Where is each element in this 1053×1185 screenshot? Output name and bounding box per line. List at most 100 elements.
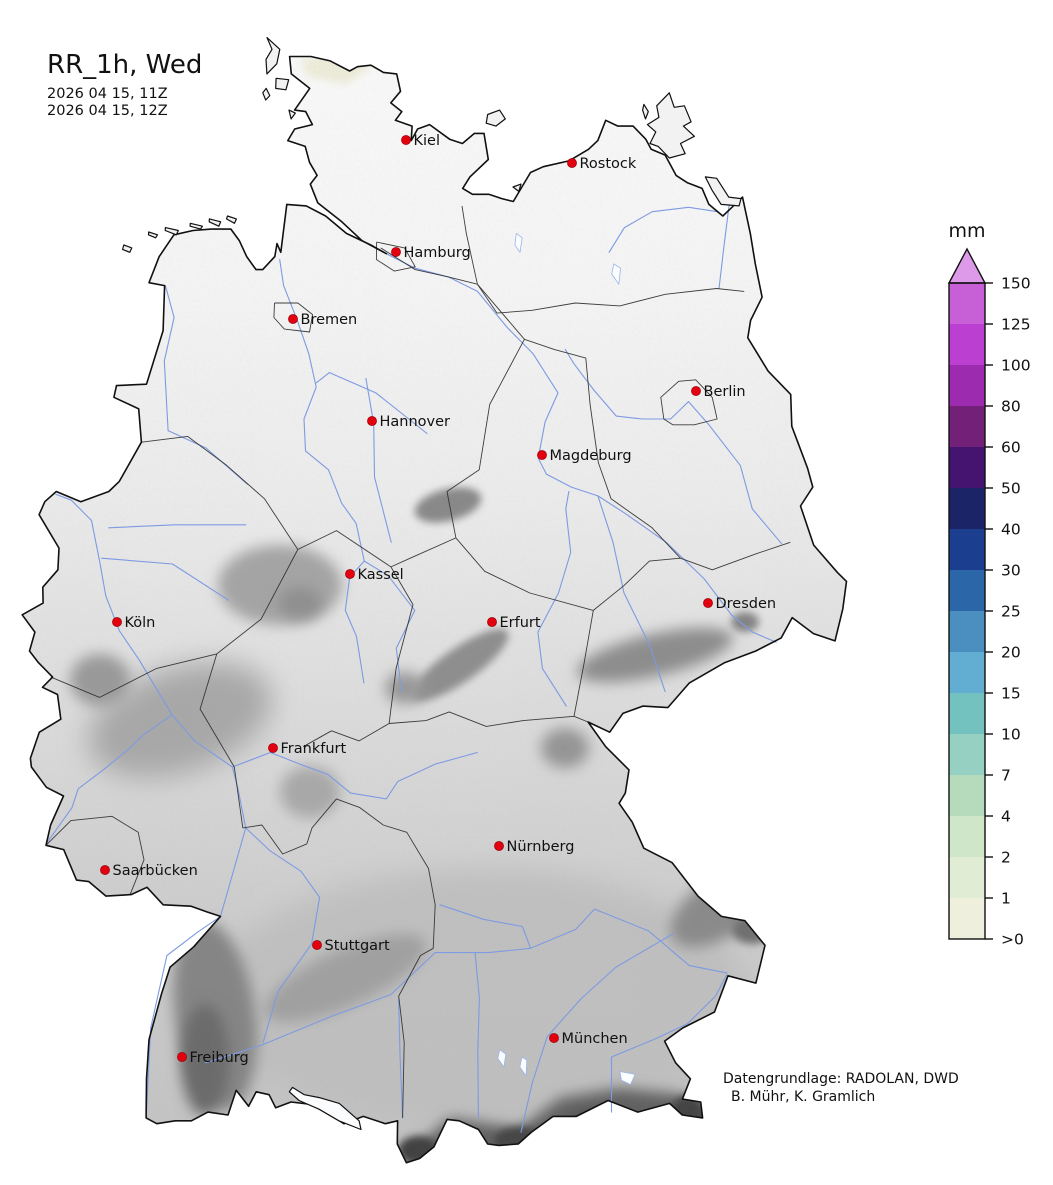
city-label: Bremen (301, 312, 358, 328)
city-label: Hannover (380, 414, 451, 430)
river (204, 908, 728, 1064)
state-border (242, 824, 307, 855)
city-label: Frankfurt (281, 741, 347, 757)
colorbar-band (949, 898, 985, 939)
island-outline (485, 109, 506, 127)
river (564, 348, 690, 420)
island-outline (512, 183, 522, 192)
colorbar-band (949, 406, 985, 447)
island-outline (288, 109, 296, 120)
colorbar-tick-label: 15 (1001, 685, 1021, 703)
colorbar-tick-label: 20 (1001, 644, 1021, 662)
city-label: München (562, 1031, 628, 1047)
city-label: Kiel (414, 133, 441, 149)
state-border (306, 798, 436, 1118)
city-marker (100, 865, 110, 875)
colorbar-tick-label: 2 (1001, 849, 1011, 867)
city-marker (268, 743, 278, 753)
colorbar-band (949, 816, 985, 857)
city-label: Magdeburg (550, 448, 632, 464)
colorbar-tick-label: 40 (1001, 521, 1021, 539)
colorbar-band (949, 283, 985, 324)
colorbar-arrow (947, 247, 987, 284)
city-marker (703, 598, 713, 608)
river (398, 998, 404, 1119)
state-border (273, 302, 314, 333)
river (163, 285, 249, 485)
coastline-layer (21, 37, 848, 1164)
lake (519, 1056, 528, 1077)
island-outline (642, 103, 649, 120)
state-border (455, 537, 594, 717)
river (608, 206, 719, 253)
island-outline (704, 176, 742, 207)
state-border (50, 549, 299, 698)
colorbar-band (949, 775, 985, 816)
river (718, 203, 730, 290)
germany-outline (21, 55, 848, 1164)
island-outline (164, 227, 179, 236)
city-marker (288, 314, 298, 324)
rivers-layer (46, 203, 783, 1133)
run-time-line-2: 2026 04 15, 12Z (47, 103, 168, 119)
city-label: Hamburg (404, 245, 471, 261)
colorbar-tick-label: 25 (1001, 603, 1021, 621)
river (279, 258, 365, 562)
cities-layer: Kiel Rostock Hamburg Bremen Berlin Hannover Ma… (100, 133, 776, 1066)
colorbar-band (949, 652, 985, 693)
city-label: Saarbücken (113, 863, 198, 879)
river (55, 493, 247, 1119)
lake (514, 233, 523, 253)
state-borders-layer (45, 205, 791, 1118)
river (474, 952, 480, 1119)
city-marker (549, 1033, 559, 1043)
island-outline (275, 77, 290, 91)
city-label: Nürnberg (507, 839, 575, 855)
city-marker (345, 569, 355, 579)
river (385, 253, 777, 643)
state-border (660, 379, 718, 426)
river (610, 973, 728, 1113)
river (101, 557, 230, 601)
state-border (477, 283, 745, 314)
state-border (390, 283, 525, 568)
colorbar-band (949, 570, 985, 611)
city-marker (367, 416, 377, 426)
city-label: Rostock (580, 156, 637, 172)
city-marker (312, 940, 322, 950)
colorbar-band (949, 529, 985, 570)
colorbar-tick-label: 100 (1001, 357, 1031, 375)
city-label: Dresden (716, 596, 777, 612)
island-outline (262, 87, 271, 101)
state-border (380, 205, 478, 285)
colorbar-band (949, 693, 985, 734)
colorbar-tick-label: 7 (1001, 767, 1011, 785)
river (46, 714, 173, 843)
colorbar-tick-label: 60 (1001, 439, 1021, 457)
colorbar-tick-label: 50 (1001, 480, 1021, 498)
colorbar-band (949, 447, 985, 488)
city-marker (401, 135, 411, 145)
city-marker (567, 158, 577, 168)
city-label: Erfurt (500, 615, 541, 631)
island-outline (122, 244, 133, 253)
river (439, 904, 532, 949)
river (108, 524, 247, 529)
river (520, 933, 674, 1133)
island-outline (225, 215, 237, 224)
river (365, 377, 392, 543)
colorbar-tick-label: 4 (1001, 808, 1011, 826)
city-marker (487, 617, 497, 627)
colorbar-tick-label: 10 (1001, 726, 1021, 744)
island-outline (147, 231, 159, 239)
lake (619, 1071, 636, 1085)
state-border (199, 653, 244, 828)
run-time-line-1: 2026 04 15, 11Z (47, 86, 168, 102)
city-label: Berlin (704, 384, 746, 400)
attribution-line-2: B. Mühr, K. Gramlich (731, 1089, 875, 1105)
lake (288, 1086, 362, 1131)
island-outline (189, 222, 203, 230)
river (537, 490, 572, 707)
city-marker (494, 841, 504, 851)
